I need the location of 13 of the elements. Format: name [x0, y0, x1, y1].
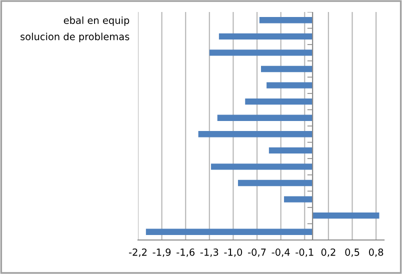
x-tick-label: -0,7 — [248, 248, 266, 257]
x-tick-label: 0,2 — [321, 248, 336, 257]
x-tick-label: -2,2 — [128, 248, 147, 257]
y-tick-label: solucion de problemas — [20, 32, 130, 42]
x-tick-label: -1,3 — [200, 248, 218, 257]
x-tick-label: -1,0 — [224, 248, 242, 257]
x-tick-label: 0,5 — [345, 248, 360, 257]
x-tick-label: -1,9 — [152, 248, 171, 257]
x-tick-label: -0,4 — [272, 248, 290, 257]
x-tick-label: -1,6 — [176, 248, 194, 257]
x-tick-label: 0,8 — [368, 248, 384, 257]
x-tick-label: -0,1 — [296, 248, 314, 257]
y-tick-label: ebal en equip — [64, 16, 130, 26]
